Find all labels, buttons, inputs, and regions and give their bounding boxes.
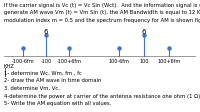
Text: 100-6fm: 100-6fm <box>109 58 130 63</box>
Text: 6: 6 <box>44 29 48 35</box>
Text: |: | <box>4 67 7 76</box>
Text: 100+6fm: 100+6fm <box>157 58 181 63</box>
Text: 1- determine Wc, Wm, fm , fc: 1- determine Wc, Wm, fm , fc <box>4 70 82 75</box>
Text: 2- draw the AM wave in time domain: 2- draw the AM wave in time domain <box>4 78 101 83</box>
Text: KHZ: KHZ <box>4 64 15 69</box>
Text: 4-determine the power at carrier of the antenna resistance one ohm (1 Ω): 4-determine the power at carrier of the … <box>4 93 200 98</box>
Text: If the carrier signal is Vc (t) = Vc Sin (Wct).  And the information signal is u: If the carrier signal is Vc (t) = Vc Sin… <box>4 3 200 8</box>
Text: 3. determine Vm, Vc.: 3. determine Vm, Vc. <box>4 85 60 90</box>
Text: -100-6fm: -100-6fm <box>12 58 35 63</box>
Text: 6: 6 <box>142 29 146 35</box>
Text: 5- Write the AM equation with all values.: 5- Write the AM equation with all values… <box>4 100 111 105</box>
Text: generate AM wave Vm (t) = Vm Sin (t), the AM Bandwidth is equal to 12 KHz,: generate AM wave Vm (t) = Vm Sin (t), th… <box>4 10 200 15</box>
Text: -100+6fm: -100+6fm <box>57 58 82 63</box>
Text: modulation index m = 0.5 and the spectrum frequency for AM is shown figure:: modulation index m = 0.5 and the spectru… <box>4 18 200 23</box>
Text: -100: -100 <box>41 58 52 63</box>
Text: 100: 100 <box>139 58 149 63</box>
